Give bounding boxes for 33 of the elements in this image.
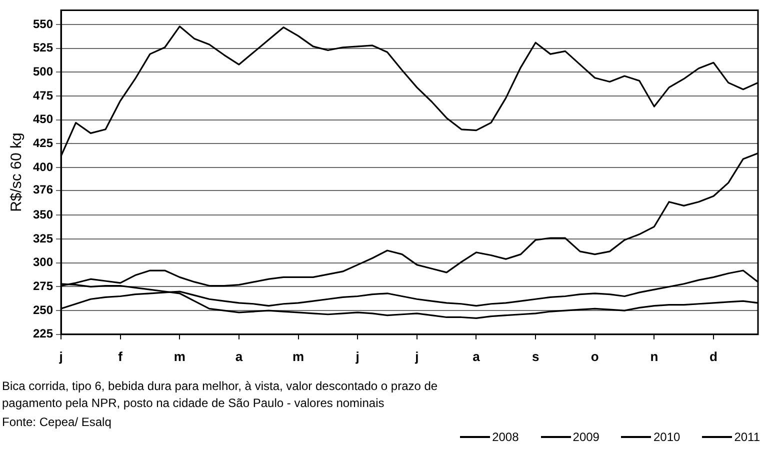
x-tick-label: j bbox=[58, 348, 63, 364]
x-tick-label: d bbox=[710, 348, 718, 364]
y-axis-title: R$/sc 60 kg bbox=[8, 132, 26, 212]
source-note: Fonte: Cepea/ Esalq bbox=[2, 414, 112, 431]
legend-label: 2011 bbox=[734, 430, 760, 444]
legend-label: 2008 bbox=[492, 430, 519, 444]
y-tick-label: 275 bbox=[32, 279, 54, 294]
x-tick-label: j bbox=[354, 348, 360, 364]
x-tick-label: m bbox=[292, 348, 304, 364]
y-tick-label: 550 bbox=[32, 16, 54, 31]
y-tick-label: 325 bbox=[32, 231, 54, 246]
x-tick-label: f bbox=[118, 348, 124, 364]
x-tick-label: a bbox=[472, 348, 481, 364]
x-tick-label: m bbox=[174, 348, 186, 364]
y-tick-label: 225 bbox=[32, 326, 54, 341]
x-tick-label: s bbox=[532, 348, 540, 364]
x-tick-label: j bbox=[414, 348, 419, 364]
legend-label: 2009 bbox=[572, 430, 600, 444]
y-tick-label: 400 bbox=[32, 160, 54, 174]
y-tick-label: 500 bbox=[32, 64, 54, 78]
text: Bica corrida, tipo 6, bebida dura para melhor, à vista, valor descontado o prazo de pagamento pela NPR, posto na cidade de São Paulo - valores nominais bbox=[2, 378, 439, 412]
x-tick-label: a bbox=[235, 348, 244, 364]
y-tick-label: 376 bbox=[32, 182, 54, 197]
x-tick-label: n bbox=[650, 348, 658, 364]
y-tick-label: 350 bbox=[32, 208, 54, 222]
y-tick-label: 300 bbox=[32, 255, 54, 270]
y-tick-label: 450 bbox=[32, 112, 54, 126]
x-tick-label: o bbox=[590, 348, 599, 364]
y-tick-label: 250 bbox=[32, 302, 54, 317]
legend-label: 2010 bbox=[653, 430, 680, 444]
y-tick-label: 425 bbox=[32, 136, 54, 150]
y-tick-label: 475 bbox=[32, 88, 54, 102]
y-tick-label: 525 bbox=[32, 40, 54, 55]
